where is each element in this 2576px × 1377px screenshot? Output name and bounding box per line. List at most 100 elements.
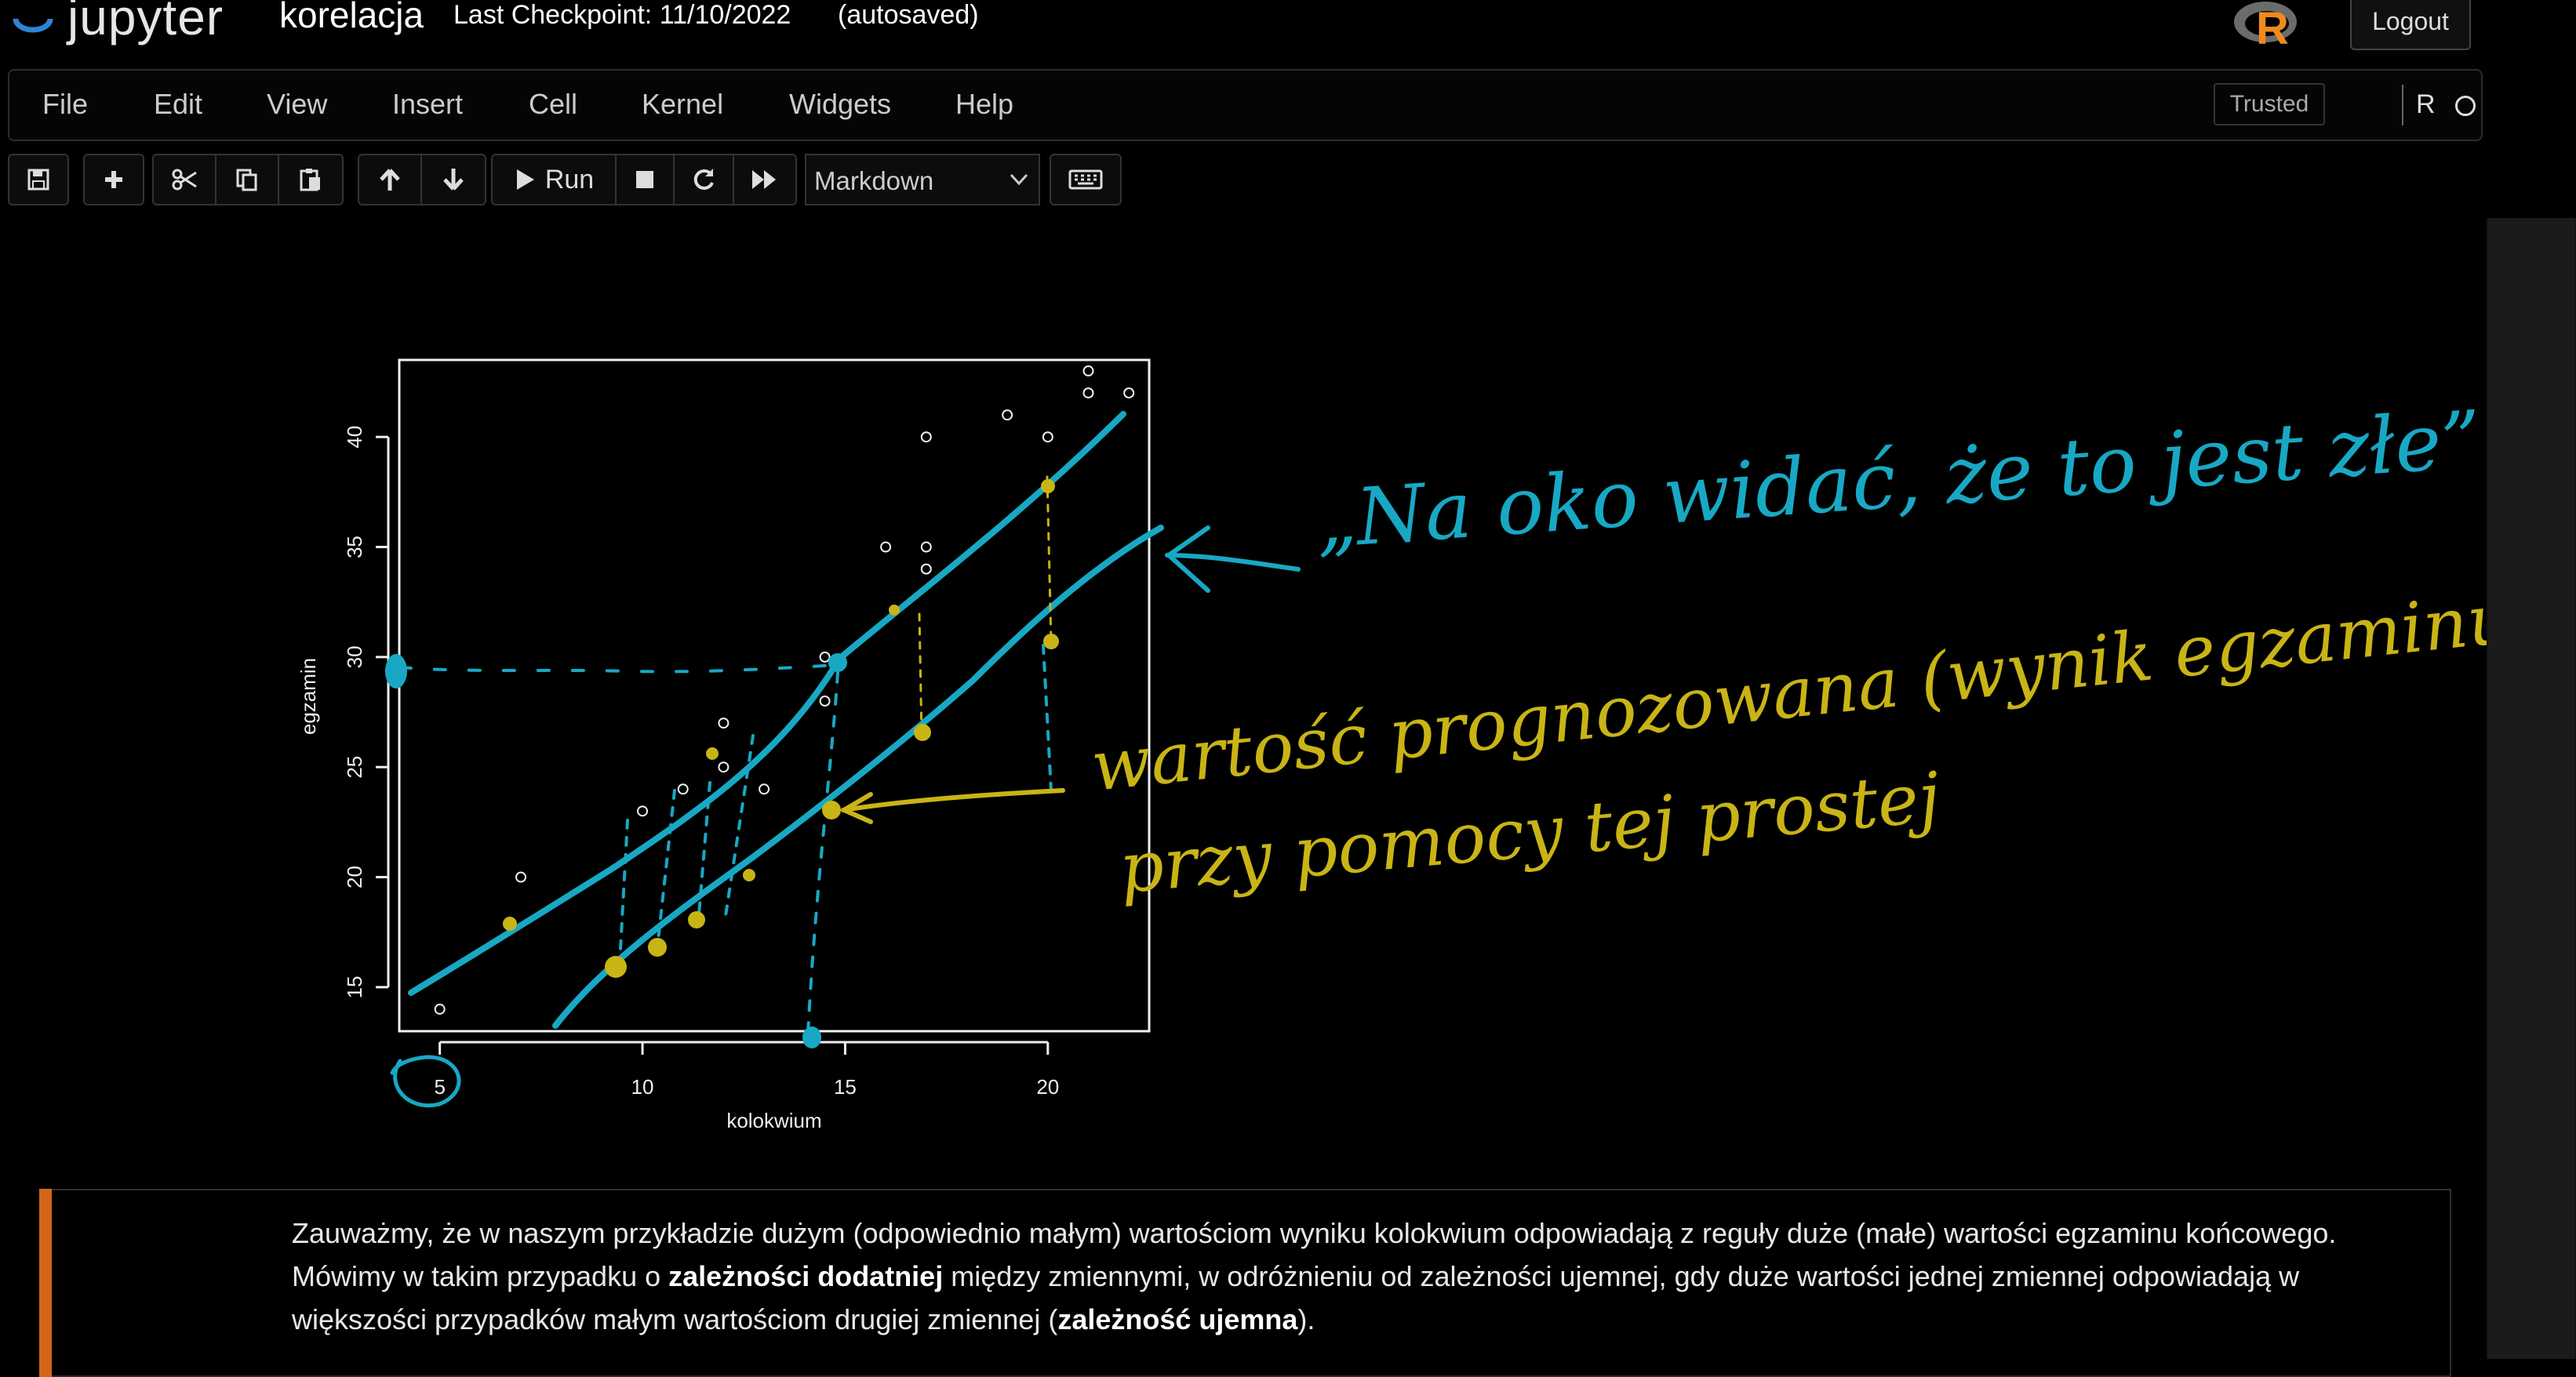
cell-type-value: Markdown — [814, 166, 934, 195]
notebook-area: 5 10 15 20 15 20 25 30 35 40 kolokwium egzamin „N… — [0, 218, 2487, 1359]
plot-frame — [398, 358, 1151, 1033]
dashed-horizontal-guide — [398, 663, 839, 674]
fitted-line-lower — [552, 525, 1164, 1029]
arrow-up-icon — [380, 169, 400, 191]
insert-cell-button[interactable] — [83, 154, 144, 205]
y-tick-label: 30 — [343, 645, 366, 668]
x-tick-label: 20 — [1036, 1075, 1059, 1099]
restart-button[interactable] — [673, 154, 734, 205]
run-icon — [516, 169, 534, 190]
logout-button[interactable]: Logout — [2350, 0, 2471, 50]
data-point — [515, 871, 527, 883]
arrow-down-icon — [443, 169, 464, 191]
menu-file[interactable]: File — [42, 88, 89, 120]
data-point — [718, 761, 730, 773]
y-axis-marker — [385, 654, 407, 688]
copy-button[interactable] — [215, 154, 279, 205]
markdown-bold-positive: zależności dodatniej — [668, 1260, 944, 1292]
x-axis-marker — [802, 1026, 821, 1048]
move-up-button[interactable] — [358, 154, 422, 205]
x-tick-label: 15 — [834, 1075, 857, 1099]
data-point — [1123, 387, 1135, 399]
save-icon — [27, 169, 49, 191]
jupyter-logo[interactable]: jupyter — [11, 0, 224, 49]
fast-forward-icon — [752, 170, 776, 189]
menu-widgets[interactable]: Widgets — [789, 88, 892, 120]
jupyter-wordmark: jupyter — [67, 0, 224, 45]
data-point — [880, 541, 892, 553]
move-down-button[interactable] — [420, 154, 486, 205]
data-point — [1042, 431, 1053, 443]
data-point — [1082, 365, 1094, 377]
y-tick-label: 25 — [343, 756, 366, 779]
data-point — [920, 541, 932, 553]
interrupt-button[interactable] — [615, 154, 675, 205]
data-point — [759, 783, 770, 795]
autosave-status: (autosaved) — [838, 0, 979, 30]
cut-button[interactable] — [152, 154, 216, 205]
y-axis-label: egzamin — [297, 658, 320, 735]
data-point — [677, 783, 689, 795]
paste-button[interactable] — [278, 154, 344, 205]
data-point — [920, 431, 932, 443]
paste-icon — [300, 169, 320, 191]
y-tick-label: 15 — [343, 976, 366, 998]
menu-insert[interactable]: Insert — [392, 88, 464, 120]
trusted-indicator[interactable]: Trusted — [2214, 83, 2325, 125]
residual-dashes — [618, 644, 1053, 965]
markdown-text-part1: Zauważmy, że w naszym przykładzie dużym … — [292, 1217, 2337, 1292]
run-button[interactable]: Run — [491, 154, 617, 205]
yellow-dashes — [918, 475, 1053, 737]
cyan-handwritten-note: „Na oko widać, że to jest złe” — [1313, 393, 2485, 566]
data-points — [434, 365, 1135, 1015]
x-tick-label: 5 — [434, 1075, 445, 1099]
kernel-status-icon — [2455, 96, 2476, 116]
markdown-text-part2: między zmiennymi, w odróżnieniu od zależ… — [292, 1260, 2300, 1335]
line-marker-upper — [828, 653, 847, 672]
markdown-cell[interactable] — [39, 1189, 2451, 1377]
circled-tick-5 — [390, 1055, 461, 1108]
chevron-down-icon — [1010, 173, 1028, 186]
y-tick-label: 35 — [343, 536, 366, 558]
y-tick-label: 20 — [343, 866, 366, 888]
x-axis-label: kolokwium — [726, 1109, 821, 1132]
kernel-name: R — [2416, 89, 2436, 119]
last-checkpoint: Last Checkpoint: 11/10/2022 — [453, 0, 791, 30]
data-point — [819, 651, 831, 663]
menu-kernel[interactable]: Kernel — [642, 88, 724, 120]
restart-icon — [693, 169, 714, 190]
jupyter-logo-icon — [13, 18, 53, 33]
yellow-arrow — [841, 788, 1065, 824]
run-label: Run — [544, 164, 595, 194]
markdown-text-part3: ). — [1297, 1303, 1315, 1335]
scrollbar-thumb[interactable] — [2488, 218, 2574, 1359]
r-kernel-logo-text: R — [2256, 3, 2289, 49]
header: jupyter korelacja Last Checkpoint: 11/10… — [0, 0, 2487, 64]
menu-view[interactable]: View — [267, 88, 328, 120]
data-point — [434, 1003, 446, 1015]
menubar: File Edit View Insert Cell Kernel Widget… — [8, 69, 2483, 141]
notebook-name[interactable]: korelacja — [279, 0, 424, 35]
data-point — [1002, 409, 1013, 421]
menu-cell[interactable]: Cell — [529, 88, 578, 120]
x-tick-label: 10 — [631, 1075, 654, 1099]
data-point — [718, 718, 730, 729]
dashed-vertical-guide — [806, 671, 839, 1035]
plus-icon — [105, 171, 122, 188]
y-tick-label: 40 — [343, 426, 366, 449]
restart-run-all-button[interactable] — [733, 154, 797, 205]
menu-edit[interactable]: Edit — [154, 88, 203, 120]
data-point — [819, 696, 831, 707]
copy-icon — [236, 169, 257, 191]
stop-icon — [636, 171, 653, 188]
cell-type-select[interactable]: Markdown — [805, 154, 1040, 205]
keyboard-icon — [1068, 169, 1103, 190]
save-button[interactable] — [8, 154, 69, 205]
data-point — [637, 805, 649, 817]
r-kernel-logo-icon: R — [2234, 2, 2297, 49]
data-point — [1082, 387, 1094, 399]
command-palette-button[interactable] — [1050, 154, 1122, 205]
markdown-bold-negative: zależność ujemna — [1057, 1303, 1298, 1335]
scatter-plot-with-annotations: 5 10 15 20 15 20 25 30 35 40 kolokwium egzamin „N… — [297, 358, 2487, 1132]
menu-help[interactable]: Help — [955, 88, 1014, 120]
